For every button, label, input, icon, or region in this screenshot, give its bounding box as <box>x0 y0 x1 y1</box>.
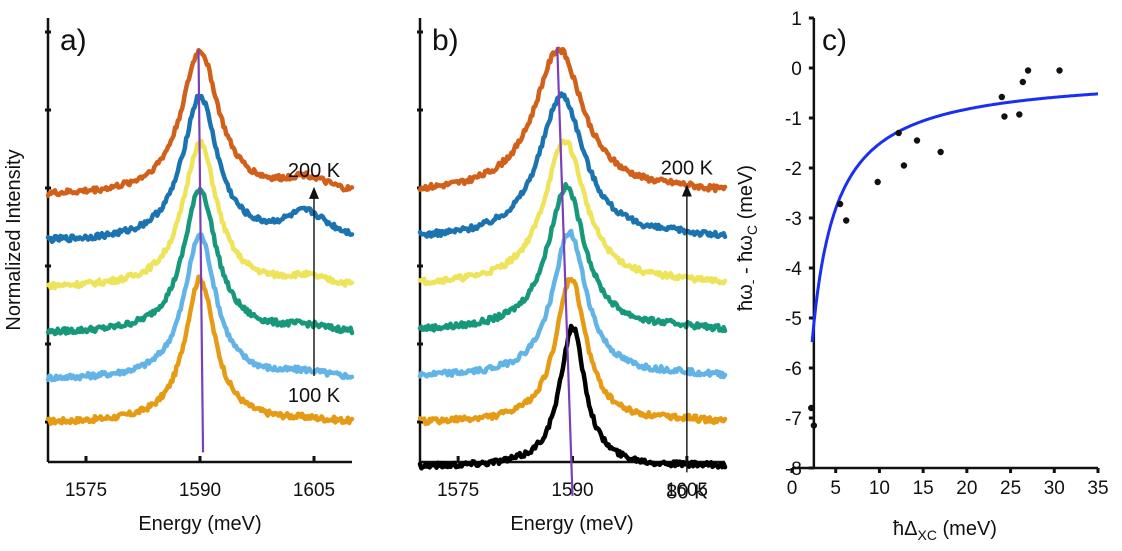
a-label-top: 200 K <box>288 160 341 182</box>
a-peak-line <box>197 49 205 453</box>
b-curve-t3 <box>417 228 728 380</box>
b-arrowhead <box>681 184 692 197</box>
c-data-point <box>937 148 944 156</box>
c-y-tick-label: 0 <box>791 59 802 80</box>
a-label-bottom: 100 K <box>288 385 341 407</box>
c-x-tick-label: 10 <box>869 478 890 499</box>
c-y-tick-label: -6 <box>785 359 802 380</box>
c-data-point <box>874 178 881 186</box>
panel-a-label: a) <box>60 24 87 57</box>
c-data-point <box>1001 113 1008 120</box>
a-curve-200-k <box>45 47 355 198</box>
b-curve-t5 <box>417 138 728 287</box>
b-label-top: 200 K <box>661 158 714 180</box>
b-x-tick-label: 1605 <box>666 480 708 501</box>
panel-a-xlabel: Energy (meV) <box>138 513 261 535</box>
a-arrowhead <box>309 186 319 199</box>
c-x-tick-label: 35 <box>1087 478 1108 499</box>
a-x-tick-label: 1590 <box>179 480 221 501</box>
panel-c-ylabel-p0: ħω <box>735 284 757 311</box>
c-data-point <box>900 162 908 169</box>
panel-b-label: b) <box>432 24 459 57</box>
panel-b: b) Energy (meV) 1575 1590 1605 200 K80 K <box>417 18 728 535</box>
c-y-tick-label: -1 <box>785 109 802 130</box>
c-y-tick-label: -3 <box>785 209 802 230</box>
c-data-point <box>810 422 818 429</box>
panel-c: c) 10-1-2-3-4-5-6-7-805101520253035 ħΔXC… <box>735 9 1109 543</box>
c-y-tick-label: -7 <box>785 409 802 430</box>
panel-c-ylabel-p4: (meV) <box>735 165 757 225</box>
c-data-point <box>895 129 902 137</box>
b-curve-t6 <box>417 91 728 240</box>
c-x-tick-label: 5 <box>830 478 841 499</box>
panel-a: a) Normalized Intensity Energy (meV) 157… <box>3 18 355 535</box>
a-x-tick-label: 1575 <box>65 480 107 501</box>
c-data-point <box>1056 67 1063 74</box>
c-y-tick-label: -4 <box>785 259 802 280</box>
c-x-tick-label: 20 <box>956 478 977 499</box>
b-curve-t4 <box>417 181 728 334</box>
c-data-point <box>808 404 815 412</box>
b-curve-200-k <box>417 46 728 194</box>
c-fit-curve <box>810 92 1098 343</box>
a-x-tick-label: 1605 <box>293 480 335 501</box>
c-data-point <box>836 200 844 208</box>
panel-a-ylabel: Normalized Intensity <box>3 149 25 330</box>
b-curve-t2 <box>417 276 728 427</box>
panel-c-xlabel-sub: XC <box>918 527 937 543</box>
panel-c-ylabel-p3: C <box>744 225 760 235</box>
c-x-tick-label: 0 <box>787 478 798 499</box>
panel-c-xlabel: ħΔXC (meV) <box>893 518 997 543</box>
b-peak-line <box>556 46 574 496</box>
c-y-tick-label: -2 <box>785 159 802 180</box>
c-x-tick-label: 25 <box>1000 478 1021 499</box>
c-y-tick-label: -5 <box>785 309 802 330</box>
c-data-point <box>998 93 1006 101</box>
panel-c-ylabel-p2: - ħω <box>735 235 757 280</box>
c-x-tick-label: 30 <box>1044 478 1065 499</box>
c-y-tick-label: 1 <box>791 9 802 30</box>
c-data-point <box>843 217 850 224</box>
b-x-tick-label: 1575 <box>437 480 479 501</box>
panel-c-label: c) <box>822 24 847 57</box>
panel-c-xlabel-main: ħΔ <box>893 518 917 540</box>
panel-b-xlabel: Energy (meV) <box>510 513 633 535</box>
c-x-tick-label: 15 <box>913 478 934 499</box>
c-data-point <box>913 137 921 144</box>
c-data-point <box>1019 78 1027 86</box>
panel-c-ylabel: ħω- - ħωC (meV) <box>735 165 760 311</box>
panel-c-xlabel-unit: (meV) <box>937 518 997 540</box>
c-data-point <box>1024 67 1032 74</box>
b-curve-80-k <box>417 323 728 471</box>
c-data-point <box>1016 111 1023 118</box>
panel-c-ylabel-p1: - <box>744 279 760 284</box>
b-label-bottom: 80 K <box>666 481 708 503</box>
